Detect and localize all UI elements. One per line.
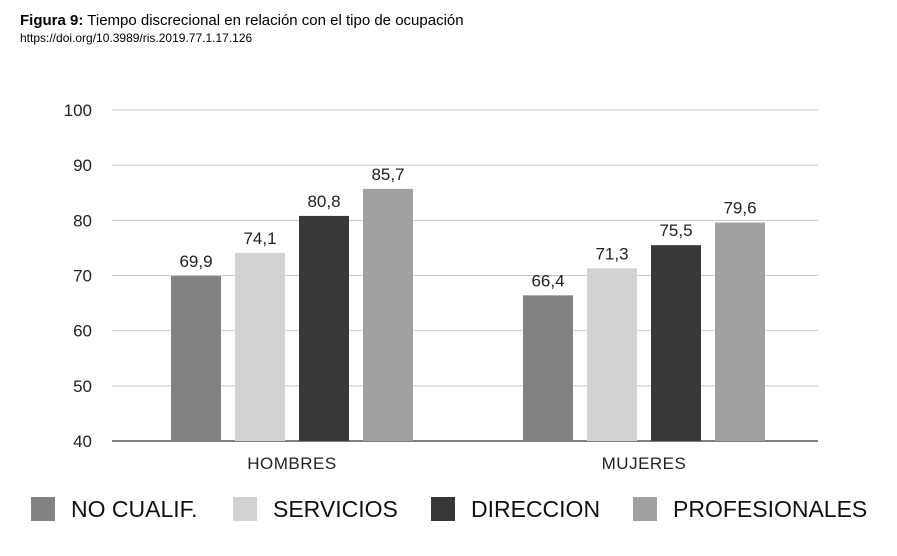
y-tick-label: 40 <box>73 432 92 451</box>
bars <box>171 188 765 441</box>
data-label: 74,1 <box>243 229 276 248</box>
data-label: 71,3 <box>595 244 628 263</box>
bar <box>299 215 349 441</box>
y-tick-label: 60 <box>73 322 92 341</box>
legend-label: DIRECCION <box>471 496 600 522</box>
data-label: 66,4 <box>531 271 564 290</box>
legend-label: NO CUALIF. <box>71 496 198 522</box>
bar <box>523 295 573 441</box>
bar <box>171 276 221 441</box>
data-label: 69,9 <box>179 252 212 271</box>
bar <box>363 188 413 441</box>
legend-swatch <box>31 497 55 521</box>
data-labels: 69,9 74,1 80,8 85,7 66,4 71,3 75,5 79,6 <box>179 165 756 290</box>
legend: NO CUALIF. SERVICIOS DIRECCION PROFESIONALE… <box>31 496 867 522</box>
figure-title-text: Tiempo discrecional en relación con el t… <box>87 12 464 29</box>
y-tick-label: 50 <box>73 377 92 396</box>
figure-title: Figura 9: Tiempo discrecional en relació… <box>20 12 464 30</box>
y-tick-label: 80 <box>73 211 92 230</box>
x-category-label: MUJERES <box>602 454 687 473</box>
legend-swatch <box>431 497 455 521</box>
bar <box>235 252 285 441</box>
legend-label: SERVICIOS <box>273 496 398 522</box>
bar <box>587 268 637 441</box>
x-axis-categories: HOMBRES MUJERES <box>247 454 686 473</box>
x-category-label: HOMBRES <box>247 454 336 473</box>
y-tick-label: 90 <box>73 156 92 175</box>
legend-swatch <box>633 497 657 521</box>
figure-label: Figura 9: <box>20 12 84 29</box>
data-label: 79,6 <box>723 199 756 218</box>
y-tick-label: 70 <box>73 267 92 286</box>
y-axis-ticks: 40 50 60 70 80 90 100 <box>64 101 92 451</box>
bar <box>715 222 765 441</box>
bar <box>651 245 701 441</box>
legend-label: PROFESIONALES <box>673 496 867 522</box>
figure-doi: https://doi.org/10.3989/ris.2019.77.1.17… <box>20 31 253 45</box>
data-label: 80,8 <box>307 192 340 211</box>
figure-caption: Figura 9: Tiempo discrecional en relació… <box>20 12 464 46</box>
data-label: 75,5 <box>659 221 692 240</box>
y-tick-label: 100 <box>64 101 92 120</box>
data-label: 85,7 <box>371 165 404 184</box>
legend-swatch <box>233 497 257 521</box>
